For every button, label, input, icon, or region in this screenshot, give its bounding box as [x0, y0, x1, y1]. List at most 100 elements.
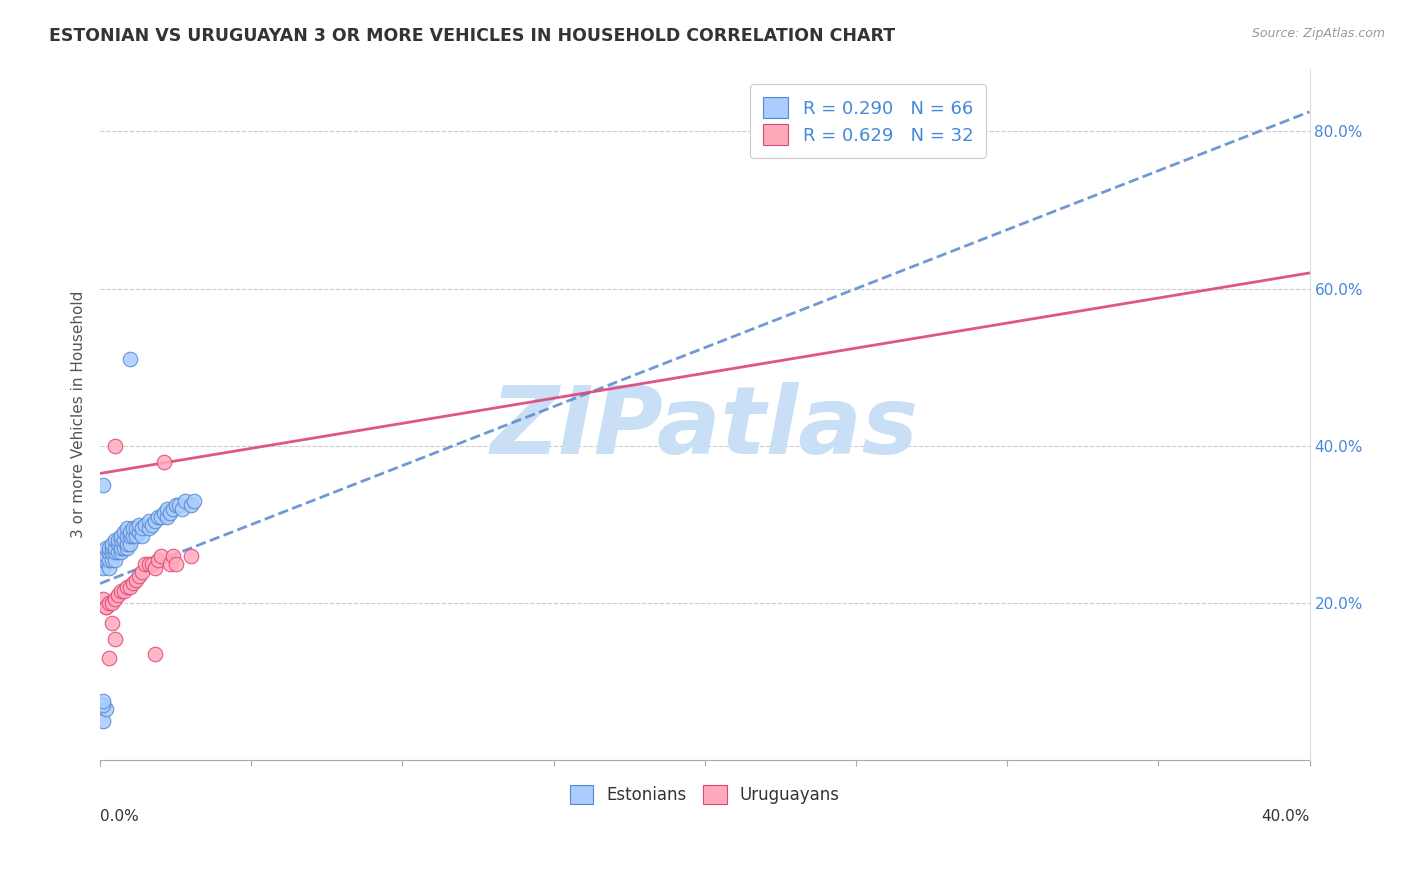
Point [141, 557, 163, 571]
Point [110, 584, 132, 599]
Point [141, 517, 163, 532]
Point [96, 600, 118, 615]
Point [91, 694, 114, 708]
Point [112, 533, 135, 548]
Point [117, 541, 139, 555]
Point [167, 498, 190, 512]
Point [96, 553, 118, 567]
Point [125, 521, 148, 535]
Point [165, 498, 187, 512]
Point [134, 557, 156, 571]
Point [96, 600, 118, 615]
Point [128, 517, 150, 532]
Point [110, 529, 132, 543]
Point [110, 533, 132, 548]
Point [104, 545, 127, 559]
Point [98, 596, 121, 610]
Point [91, 714, 114, 728]
Point [159, 557, 181, 571]
Point [96, 541, 118, 555]
Point [170, 501, 193, 516]
Point [122, 529, 145, 543]
Point [122, 521, 145, 535]
Point [165, 557, 187, 571]
Text: ZIPatlas: ZIPatlas [491, 383, 920, 475]
Point [180, 549, 202, 563]
Point [112, 541, 135, 555]
Point [120, 525, 142, 540]
Point [101, 541, 124, 555]
Point [91, 553, 114, 567]
Point [162, 549, 184, 563]
Point [120, 352, 142, 367]
Point [104, 632, 127, 646]
Point [91, 592, 114, 607]
Point [117, 529, 139, 543]
Point [98, 541, 121, 555]
Y-axis label: 3 or more Vehicles in Household: 3 or more Vehicles in Household [72, 291, 86, 538]
Point [173, 494, 195, 508]
Point [120, 581, 142, 595]
Point [149, 549, 172, 563]
Point [101, 596, 124, 610]
Point [120, 529, 142, 543]
Point [138, 521, 160, 535]
Point [104, 533, 127, 548]
Point [131, 521, 153, 535]
Point [110, 545, 132, 559]
Point [183, 494, 205, 508]
Point [131, 565, 153, 579]
Point [98, 545, 121, 559]
Point [143, 561, 166, 575]
Point [117, 521, 139, 535]
Point [107, 533, 129, 548]
Point [128, 568, 150, 582]
Point [152, 455, 174, 469]
Point [131, 529, 153, 543]
Point [104, 553, 127, 567]
Point [125, 529, 148, 543]
Point [98, 651, 121, 665]
Point [143, 647, 166, 661]
Point [128, 525, 150, 540]
Point [146, 553, 169, 567]
Point [110, 541, 132, 555]
Point [104, 439, 127, 453]
Text: ESTONIAN VS URUGUAYAN 3 OR MORE VEHICLES IN HOUSEHOLD CORRELATION CHART: ESTONIAN VS URUGUAYAN 3 OR MORE VEHICLES… [49, 27, 896, 45]
Point [107, 545, 129, 559]
Point [156, 509, 179, 524]
Point [162, 501, 184, 516]
Point [875, 124, 897, 138]
Point [125, 573, 148, 587]
Point [146, 509, 169, 524]
Point [101, 553, 124, 567]
Point [107, 588, 129, 602]
Point [122, 576, 145, 591]
Point [156, 501, 179, 516]
Point [149, 509, 172, 524]
Point [91, 698, 114, 713]
Text: Source: ZipAtlas.com: Source: ZipAtlas.com [1251, 27, 1385, 40]
Point [107, 537, 129, 551]
Text: 40.0%: 40.0% [1261, 809, 1309, 824]
Point [138, 514, 160, 528]
Point [101, 615, 124, 630]
Point [98, 553, 121, 567]
Point [104, 541, 127, 555]
Point [96, 549, 118, 563]
Point [152, 506, 174, 520]
Point [104, 592, 127, 607]
Point [117, 581, 139, 595]
Point [91, 561, 114, 575]
Point [91, 478, 114, 492]
Point [134, 517, 156, 532]
Point [143, 514, 166, 528]
Legend: Estonians, Uruguayans: Estonians, Uruguayans [560, 775, 851, 814]
Point [159, 506, 181, 520]
Point [98, 561, 121, 575]
Point [112, 525, 135, 540]
Point [117, 537, 139, 551]
Point [101, 545, 124, 559]
Text: 0.0%: 0.0% [100, 809, 139, 824]
Point [112, 584, 135, 599]
